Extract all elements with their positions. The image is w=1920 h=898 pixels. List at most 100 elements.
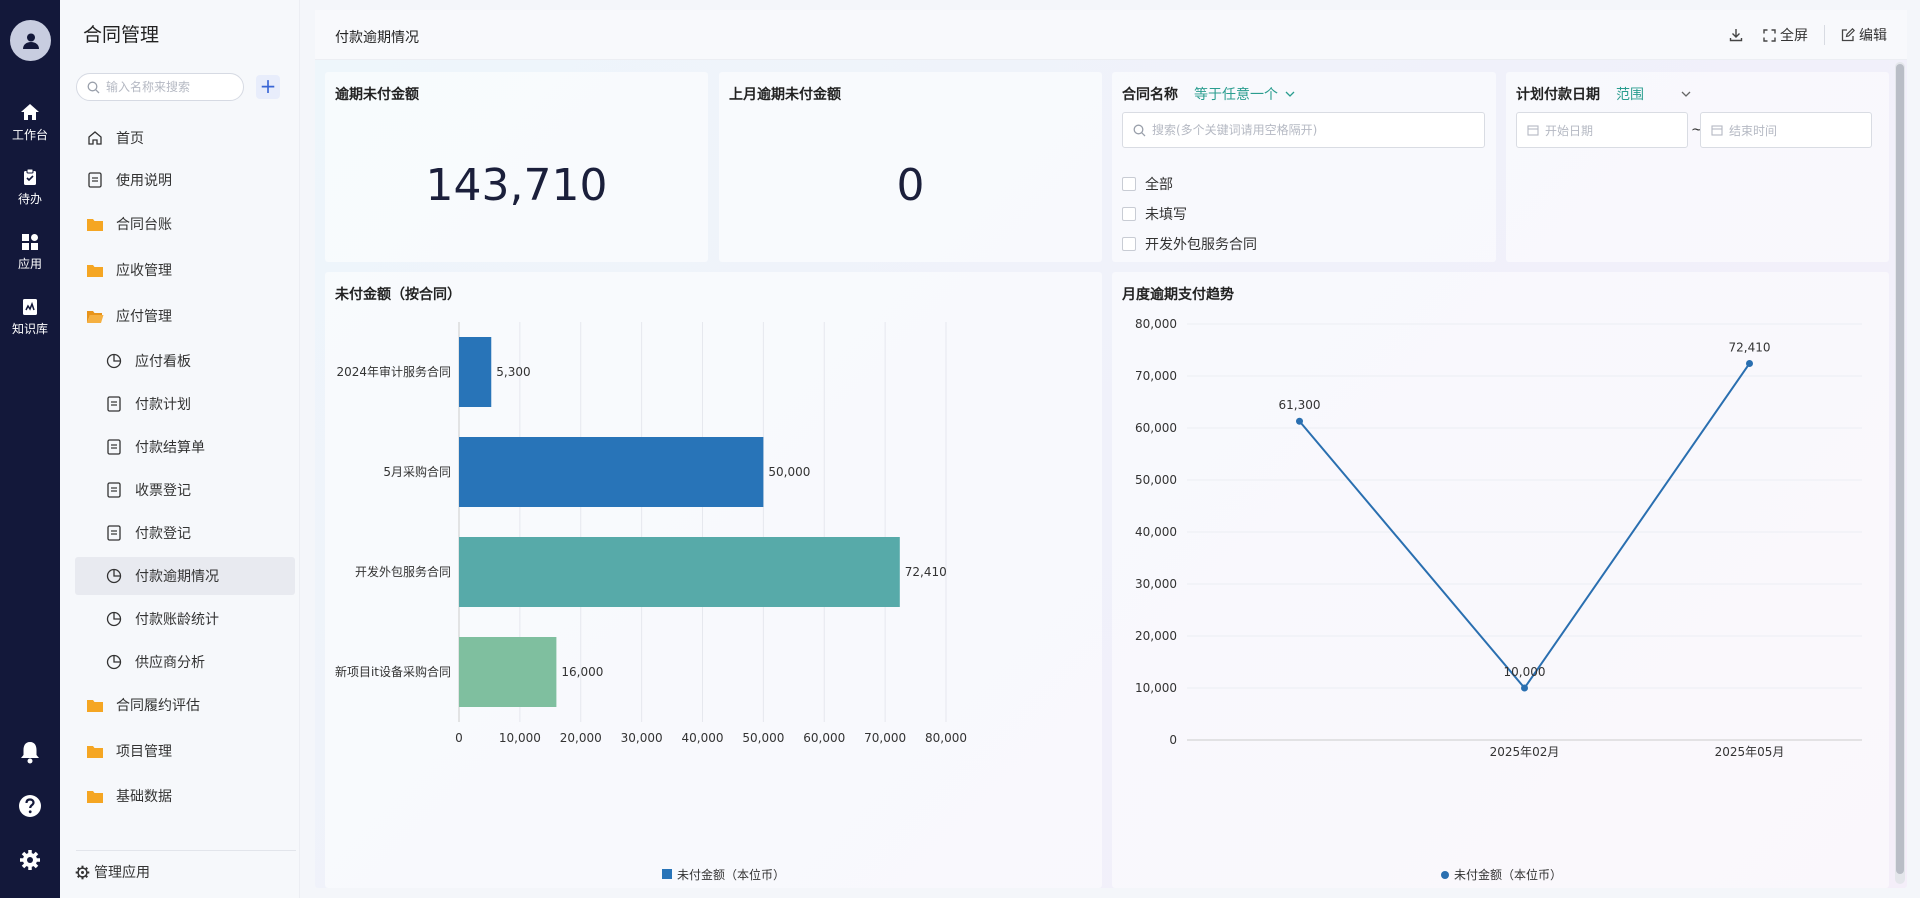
x-tick-label: 40,000	[682, 731, 724, 745]
sidebar-item[interactable]: 付款登记	[75, 514, 295, 552]
sidebar-item[interactable]: 首页	[75, 119, 295, 157]
filter-label: 计划付款日期	[1516, 87, 1600, 103]
rail-item-knowledge[interactable]: 知识库	[0, 298, 60, 337]
rail-item-workbench[interactable]: 工作台	[0, 102, 60, 143]
contract-search-field[interactable]	[1122, 112, 1485, 148]
scrollbar-thumb[interactable]	[1896, 64, 1904, 874]
page-title: 付款逾期情况	[335, 30, 419, 46]
checkbox-box[interactable]	[1122, 237, 1136, 251]
y-tick-label: 70,000	[1135, 369, 1177, 383]
gear-icon	[75, 865, 90, 879]
sidebar-item-label: 收票登记	[135, 483, 191, 499]
fullscreen-icon	[1763, 28, 1776, 42]
sidebar-item[interactable]: 应付看板	[75, 342, 295, 380]
sidebar-item[interactable]: 使用说明	[75, 161, 295, 199]
checkbox-option-empty[interactable]: 未填写	[1122, 204, 1187, 224]
folder-icon	[86, 787, 104, 805]
data-label: 72,410	[1729, 340, 1771, 354]
sidebar-item[interactable]: 付款计划	[75, 385, 295, 423]
sidebar-item[interactable]: 付款账龄统计	[75, 600, 295, 638]
fullscreen-button[interactable]: 全屏	[1763, 25, 1808, 45]
download-button[interactable]	[1729, 28, 1747, 42]
y-tick-label: 0	[1169, 733, 1177, 747]
help-icon	[19, 795, 41, 817]
sidebar-item-label: 付款登记	[135, 526, 191, 542]
sidebar-item[interactable]: 基础数据	[75, 777, 295, 815]
pie-icon	[105, 567, 123, 585]
sidebar-item-label: 应收管理	[116, 263, 172, 279]
sidebar-item[interactable]: 供应商分析	[75, 643, 295, 681]
data-point	[1521, 684, 1528, 692]
checkbox-option-outsourcing[interactable]: 开发外包服务合同	[1122, 234, 1257, 254]
sidebar-search[interactable]	[76, 73, 244, 101]
date-mode-dropdown[interactable]: 范围	[1616, 84, 1692, 104]
end-date-placeholder: 结束时间	[1729, 123, 1778, 138]
start-date-input[interactable]: 开始日期	[1516, 112, 1688, 148]
sidebar-item[interactable]: 付款结算单	[75, 428, 295, 466]
doc-icon	[105, 395, 123, 413]
kpi-title: 上月逾期未付金额	[729, 87, 841, 103]
start-date-placeholder: 开始日期	[1545, 123, 1594, 138]
x-tick-label: 2025年02月	[1490, 745, 1560, 759]
edit-button[interactable]: 编辑	[1841, 25, 1887, 45]
sidebar-item[interactable]: 合同履约评估	[75, 686, 295, 724]
sidebar-item-label: 付款逾期情况	[135, 569, 219, 585]
y-tick-label: 20,000	[1135, 629, 1177, 643]
rail-item-todo[interactable]: 待办	[0, 168, 60, 207]
y-tick-label: 80,000	[1135, 317, 1177, 331]
sidebar-item[interactable]: 项目管理	[75, 732, 295, 770]
sidebar-item-label: 应付管理	[116, 309, 172, 325]
bar	[459, 537, 900, 607]
manage-apps-button[interactable]: 管理应用	[75, 862, 150, 882]
rail-item-label: 应用	[17, 257, 42, 271]
line-chart-card: 月度逾期支付趋势 0 10,000 20,000 30,000 40,000 50,000…	[1112, 272, 1889, 888]
sidebar-item-label: 付款计划	[135, 397, 191, 413]
sidebar-item[interactable]: 应收管理	[75, 251, 295, 289]
y-tick-label: 2024年审计服务合同	[336, 364, 451, 379]
doc-icon	[105, 438, 123, 456]
y-tick-label: 50,000	[1135, 473, 1177, 487]
end-date-input[interactable]: 结束时间	[1700, 112, 1872, 148]
sidebar-item-label: 合同台账	[116, 217, 172, 233]
data-point	[1296, 417, 1303, 425]
settings-button[interactable]	[0, 849, 60, 871]
sidebar-item[interactable]: 应付管理	[75, 297, 295, 335]
add-app-button[interactable]: +	[256, 75, 280, 99]
checkbox-box[interactable]	[1122, 207, 1136, 221]
y-tick-label: 开发外包服务合同	[355, 564, 451, 579]
home-outline-icon	[86, 129, 104, 147]
filter-mode-label: 等于任意一个	[1194, 87, 1278, 103]
contract-search-input[interactable]	[1152, 123, 1472, 137]
legend-swatch	[662, 869, 672, 879]
sidebar-item[interactable]: 付款逾期情况	[75, 557, 295, 595]
date-filter-card: 计划付款日期 范围 开始日期 ~ 结束时间	[1506, 72, 1889, 262]
bar	[459, 337, 492, 407]
help-button[interactable]	[0, 794, 60, 818]
checkbox-box[interactable]	[1122, 177, 1136, 191]
sidebar-search-input[interactable]	[106, 80, 226, 94]
fullscreen-label: 全屏	[1780, 28, 1808, 44]
sidebar-item[interactable]: 合同台账	[75, 205, 295, 243]
scrollbar[interactable]	[1895, 62, 1905, 884]
checkbox-label: 未填写	[1145, 207, 1187, 223]
calendar-icon	[1527, 125, 1539, 136]
sidebar-item-label: 供应商分析	[135, 655, 205, 671]
rail-item-apps[interactable]: 应用	[0, 233, 60, 272]
user-avatar[interactable]	[10, 20, 51, 61]
x-tick-label: 70,000	[864, 731, 906, 745]
sidebar-item[interactable]: 收票登记	[75, 471, 295, 509]
checkbox-option-all[interactable]: 全部	[1122, 174, 1173, 194]
checkbox-label: 开发外包服务合同	[1145, 237, 1257, 253]
x-tick-label: 2025年05月	[1715, 745, 1785, 759]
edit-icon	[1841, 28, 1855, 42]
home-icon	[21, 104, 39, 120]
folder-icon	[86, 261, 104, 279]
x-tick-label: 20,000	[560, 731, 602, 745]
sidebar-divider	[76, 850, 296, 851]
dashboard: 付款逾期情况 全屏 编辑 逾期未付金额 143,710 上月逾期未付金额 0 合…	[315, 10, 1907, 888]
legend-swatch	[1441, 871, 1449, 879]
notifications-button[interactable]	[0, 740, 60, 764]
data-point	[1746, 359, 1753, 367]
y-tick-label: 5月采购合同	[383, 464, 451, 479]
filter-mode-dropdown[interactable]: 等于任意一个	[1194, 84, 1296, 104]
